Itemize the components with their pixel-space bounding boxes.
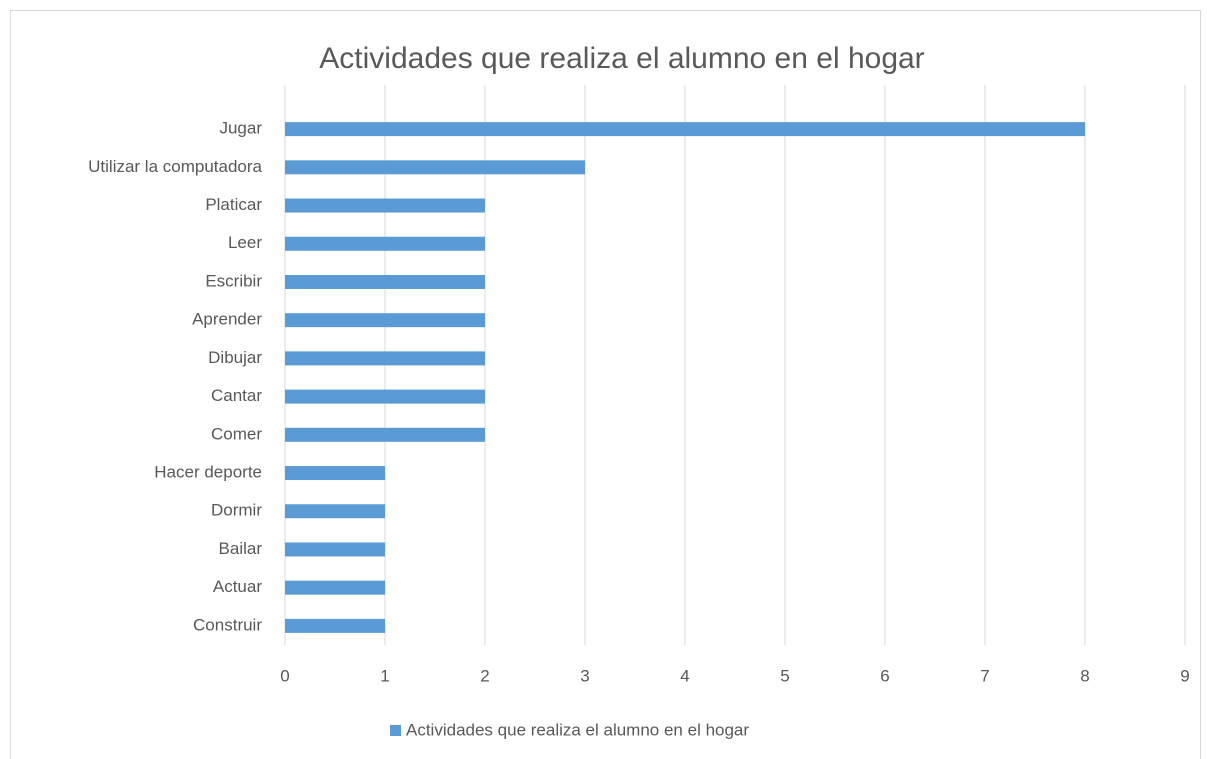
bar xyxy=(285,466,385,481)
y-tick-label: Comer xyxy=(211,424,262,443)
bar xyxy=(285,274,485,289)
legend-label: Actividades que realiza el alumno en el … xyxy=(406,720,749,739)
bar xyxy=(285,351,485,366)
chart-title: Actividades que realiza el alumno en el … xyxy=(319,42,924,75)
legend-swatch xyxy=(390,725,401,736)
y-tick-label: Dormir xyxy=(211,501,262,520)
y-tick-label: Platicar xyxy=(205,195,262,214)
bar xyxy=(285,198,485,213)
y-tick-label: Actuar xyxy=(213,577,262,596)
y-tick-label: Construir xyxy=(193,615,262,634)
x-tick-label: 6 xyxy=(880,666,889,685)
bar xyxy=(285,122,1085,137)
x-tick-label: 5 xyxy=(780,666,789,685)
bar xyxy=(285,542,385,557)
y-tick-label: Utilizar la computadora xyxy=(88,157,262,176)
bar xyxy=(285,580,385,595)
x-tick-label: 0 xyxy=(280,666,289,685)
y-tick-label: Aprender xyxy=(192,310,262,329)
bar xyxy=(285,389,485,404)
x-tick-label: 1 xyxy=(380,666,389,685)
x-tick-label: 8 xyxy=(1080,666,1089,685)
x-tick-label: 4 xyxy=(680,666,689,685)
x-tick-label: 7 xyxy=(980,666,989,685)
bar xyxy=(285,160,585,175)
bar xyxy=(285,618,385,633)
y-tick-label: Jugar xyxy=(219,119,262,138)
bar xyxy=(285,313,485,328)
x-tick-label: 9 xyxy=(1180,666,1189,685)
y-tick-label: Dibujar xyxy=(208,348,262,367)
y-tick-label: Escribir xyxy=(205,271,262,290)
y-tick-label: Cantar xyxy=(211,386,262,405)
x-tick-label: 2 xyxy=(480,666,489,685)
bar xyxy=(285,504,385,519)
y-tick-label: Leer xyxy=(228,233,262,252)
bar xyxy=(285,427,485,442)
bar xyxy=(285,236,485,251)
y-tick-label: Hacer deporte xyxy=(154,463,262,482)
x-tick-label: 3 xyxy=(580,666,589,685)
y-tick-label: Bailar xyxy=(219,539,263,558)
